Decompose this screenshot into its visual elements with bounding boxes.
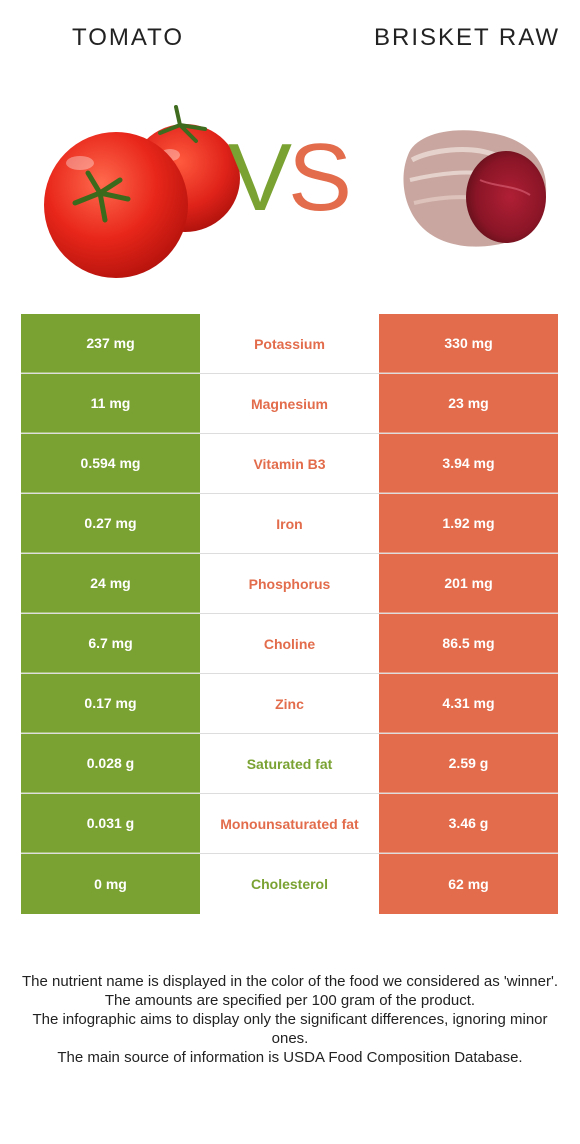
nutrient-name: Vitamin B3 — [200, 434, 379, 493]
food-images — [44, 105, 547, 278]
footnote: The nutrient name is displayed in the co… — [21, 973, 559, 990]
nutrient-name: Magnesium — [200, 374, 379, 433]
brisket-icon — [403, 130, 547, 247]
table-row: 0.27 mg Iron 1.92 mg — [21, 494, 558, 554]
table-row: 24 mg Phosphorus 201 mg — [21, 554, 558, 614]
nutrient-name: Monounsaturated fat — [200, 794, 379, 853]
footnote: The infographic aims to display only the… — [32, 1011, 548, 1047]
nutrient-name: Phosphorus — [200, 554, 379, 613]
right-value: 1.92 mg — [379, 494, 558, 553]
table-row: 6.7 mg Choline 86.5 mg — [21, 614, 558, 674]
nutrient-name: Potassium — [200, 314, 379, 373]
left-value: 0.031 g — [21, 794, 200, 853]
table-row: 0 mg Cholesterol 62 mg — [21, 854, 558, 914]
left-value: 0.17 mg — [21, 674, 200, 733]
right-value: 201 mg — [379, 554, 558, 613]
table-row: 0.17 mg Zinc 4.31 mg — [21, 674, 558, 734]
vs-label: VS — [228, 130, 352, 226]
right-value: 3.46 g — [379, 794, 558, 853]
right-value: 330 mg — [379, 314, 558, 373]
nutrient-name: Choline — [200, 614, 379, 673]
right-food-title: BRISKET RAW — [374, 24, 561, 51]
nutrient-name: Cholesterol — [200, 854, 379, 914]
table-row: 0.031 g Monounsaturated fat 3.46 g — [21, 794, 558, 854]
table-row: 237 mg Potassium 330 mg — [21, 314, 558, 374]
table-row: 0.594 mg Vitamin B3 3.94 mg — [21, 434, 558, 494]
right-value: 62 mg — [379, 854, 558, 914]
left-value: 0.594 mg — [21, 434, 200, 493]
right-value: 2.59 g — [379, 734, 558, 793]
nutrient-name: Zinc — [200, 674, 379, 733]
right-value: 23 mg — [379, 374, 558, 433]
table-row: 0.028 g Saturated fat 2.59 g — [21, 734, 558, 794]
left-value: 0.27 mg — [21, 494, 200, 553]
left-value: 0 mg — [21, 854, 200, 914]
right-value: 3.94 mg — [379, 434, 558, 493]
left-value: 6.7 mg — [21, 614, 200, 673]
comparison-table: 237 mg Potassium 330 mg 11 mg Magnesium … — [21, 314, 558, 914]
nutrient-name: Iron — [200, 494, 379, 553]
left-value: 24 mg — [21, 554, 200, 613]
left-value: 237 mg — [21, 314, 200, 373]
right-value: 86.5 mg — [379, 614, 558, 673]
right-value: 4.31 mg — [379, 674, 558, 733]
left-food-title: TOMATO — [72, 24, 185, 51]
vs-s-letter: S — [288, 124, 352, 231]
footnote: The main source of information is USDA F… — [57, 1049, 523, 1066]
footnote: The amounts are specified per 100 gram o… — [104, 992, 476, 1009]
tomato-front-icon — [44, 132, 188, 278]
left-value: 0.028 g — [21, 734, 200, 793]
nutrient-name: Saturated fat — [200, 734, 379, 793]
vs-v-letter: V — [228, 124, 292, 231]
table-row: 11 mg Magnesium 23 mg — [21, 374, 558, 434]
left-value: 11 mg — [21, 374, 200, 433]
footnotes: The nutrient name is displayed in the co… — [14, 972, 566, 1067]
